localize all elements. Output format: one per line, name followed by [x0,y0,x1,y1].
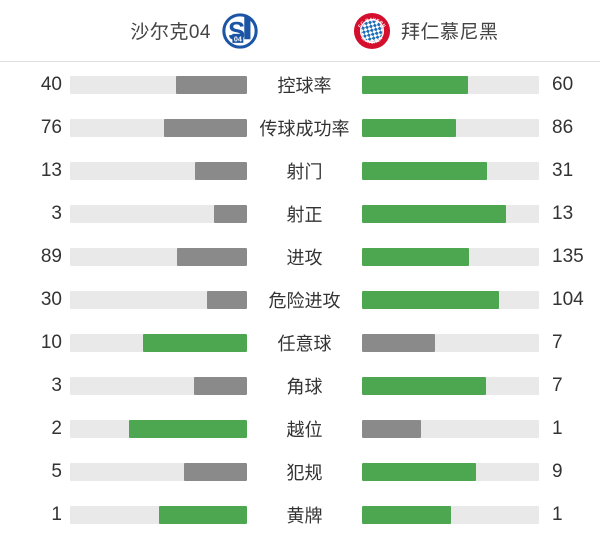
home-value: 40 [40,73,62,95]
away-value: 7 [552,375,563,397]
bayern-munich-crest-icon: FC BAYERN MÜNCHEN [353,12,391,50]
stat-row: 30 危险进攻 104 [0,278,600,321]
team-home: 沙尔克04 S 04 [0,0,300,61]
away-bar [362,463,539,482]
away-bar-fill [362,506,451,525]
home-bar [70,420,247,439]
home-bar [70,291,247,310]
home-bar [70,463,247,482]
away-bar [362,291,539,310]
stat-label: 进攻 [286,247,323,268]
team-away: FC BAYERN MÜNCHEN 拜仁慕尼黑 [300,0,600,61]
stat-label: 越位 [286,420,323,441]
home-bar [70,506,247,525]
away-value: 60 [552,73,574,95]
stat-label: 射门 [286,161,323,182]
away-value: 9 [552,461,563,483]
home-value: 1 [51,504,62,526]
stat-label: 黄牌 [286,506,323,527]
stat-row: 40 控球率 60 [0,63,600,106]
away-bar-fill [362,334,435,353]
away-value: 86 [552,116,574,138]
home-value: 10 [40,332,62,354]
match-header: 沙尔克04 S 04 [0,0,600,62]
home-bar-fill [142,334,247,353]
home-value: 76 [40,116,62,138]
away-value: 1 [552,504,563,526]
away-bar [362,161,539,180]
away-bar-fill [362,118,456,137]
away-bar [362,75,539,94]
stat-label: 角球 [286,377,323,398]
away-value: 1 [552,418,563,440]
home-team-name: 沙尔克04 [130,22,211,43]
home-bar-fill [163,118,247,137]
away-value: 13 [552,202,574,224]
stat-label: 任意球 [277,334,332,355]
away-value: 104 [552,289,584,311]
stat-row: 89 进攻 135 [0,235,600,278]
home-value: 3 [51,375,62,397]
away-bar-fill [362,247,469,266]
home-bar-fill [176,75,247,94]
away-team-name: 拜仁慕尼黑 [401,22,499,43]
stat-row: 10 任意球 7 [0,322,600,365]
away-bar-fill [362,161,487,180]
stat-row: 76 传球成功率 86 [0,106,600,149]
away-bar-fill [362,75,469,94]
home-bar [70,75,247,94]
stat-label: 控球率 [277,75,332,96]
home-value: 5 [51,461,62,483]
home-value: 3 [51,202,62,224]
home-bar [70,118,247,137]
home-value: 2 [51,418,62,440]
stat-row: 3 角球 7 [0,365,600,408]
away-value: 135 [552,245,584,267]
away-bar-fill [362,420,421,439]
stat-row: 2 越位 1 [0,408,600,451]
home-value: 30 [40,289,62,311]
away-bar [362,204,539,223]
away-value: 31 [552,159,574,181]
stat-row: 13 射门 31 [0,149,600,192]
stat-row: 1 黄牌 1 [0,494,600,537]
stat-row: 5 犯规 9 [0,451,600,494]
home-bar-fill [213,204,247,223]
home-bar-fill [129,420,247,439]
stat-label: 犯规 [286,463,323,484]
svg-text:04: 04 [234,35,242,43]
schalke-04-crest-icon: S 04 [221,12,259,50]
away-bar [362,334,539,353]
stat-row: 3 射正 13 [0,192,600,235]
away-value: 7 [552,332,563,354]
home-value: 13 [40,159,62,181]
home-bar [70,204,247,223]
home-bar-fill [183,463,247,482]
away-bar [362,247,539,266]
away-bar [362,420,539,439]
home-bar [70,334,247,353]
away-bar-fill [362,463,476,482]
home-bar-fill [207,291,247,310]
away-bar-fill [362,291,500,310]
away-bar-fill [362,204,506,223]
home-bar [70,377,247,396]
away-bar [362,377,539,396]
home-bar [70,247,247,266]
stat-label: 传球成功率 [259,118,350,139]
away-bar [362,118,539,137]
away-bar [362,506,539,525]
stats-list: 40 控球率 60 76 传球成功率 86 13 射门 31 3 [0,63,600,537]
stat-label: 危险进攻 [268,291,341,312]
home-bar [70,161,247,180]
away-bar-fill [362,377,486,396]
stat-label: 射正 [286,204,323,225]
home-bar-fill [158,506,247,525]
home-value: 89 [40,245,62,267]
home-bar-fill [176,247,247,266]
home-bar-fill [193,377,247,396]
home-bar-fill [194,161,247,180]
svg-text:MÜNCHEN: MÜNCHEN [360,35,383,44]
